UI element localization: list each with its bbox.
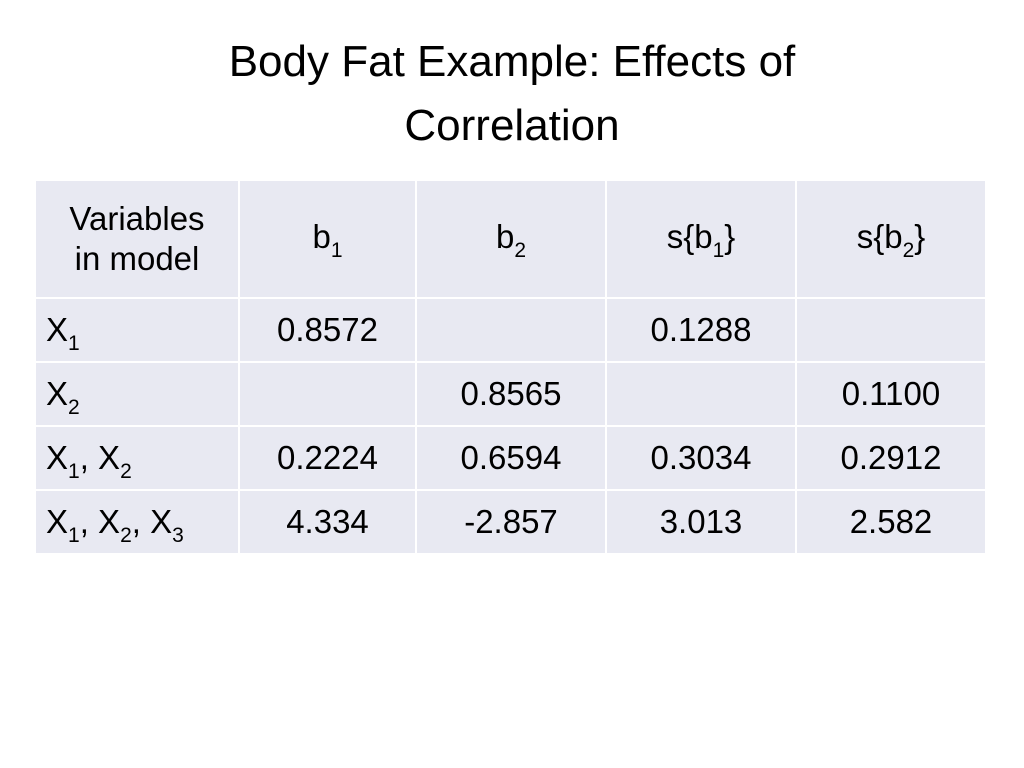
table-row: X1, X2, X3 4.334 -2.857 3.013 2.582 — [34, 489, 987, 555]
slide-title-line-2: Correlation — [404, 101, 620, 150]
variable-subscript: 3 — [172, 524, 184, 547]
cell-b2: 0.8565 — [415, 361, 607, 427]
cell-s-b1 — [605, 361, 797, 427]
variable-subscript: 2 — [120, 524, 132, 547]
header-s-b2-post: } — [914, 217, 926, 255]
variable-subscript: 1 — [68, 460, 80, 483]
cell-b2: -2.857 — [415, 489, 607, 555]
header-s-b2-pre: s{b — [856, 217, 903, 255]
variable-subscript: 2 — [120, 460, 132, 483]
header-s-b2-sub: 2 — [902, 238, 915, 262]
variable-subscript: 2 — [68, 396, 80, 419]
table-row: X1, X2 0.2224 0.6594 0.3034 0.2912 — [34, 425, 987, 491]
cell-s-b1: 3.013 — [605, 489, 797, 555]
header-s-b2: s{b2} — [795, 179, 987, 299]
header-s-b1: s{b1} — [605, 179, 797, 299]
coefficients-table: Variables in model b1 b2 s{b1} s{b2} X1 0… — [34, 179, 987, 555]
header-b2-sub: 2 — [514, 238, 527, 262]
variable-subscript: 1 — [68, 332, 80, 355]
header-s-b1-sub: 1 — [712, 238, 725, 262]
variable-separator: , — [79, 439, 99, 476]
cell-s-b2: 0.1100 — [795, 361, 987, 427]
row-label-cell: X1, X2 — [34, 425, 240, 491]
cell-s-b2 — [795, 297, 987, 363]
table-header-row: Variables in model b1 b2 s{b1} s{b2} — [34, 179, 987, 299]
cell-b1 — [238, 361, 417, 427]
variable-subscript: 1 — [68, 524, 80, 547]
slide-title-line-1: Body Fat Example: Effects of — [228, 37, 796, 86]
header-s-b1-pre: s{b — [666, 217, 713, 255]
variable-separator: , — [79, 503, 99, 540]
header-s-b1-post: } — [724, 217, 736, 255]
row-label-cell: X1 — [34, 297, 240, 363]
variable-name: X — [98, 503, 121, 540]
cell-s-b2: 0.2912 — [795, 425, 987, 491]
variable-name: X — [150, 503, 173, 540]
cell-s-b1: 0.3034 — [605, 425, 797, 491]
header-b1-sub: 1 — [330, 238, 343, 262]
row-label-cell: X2 — [34, 361, 240, 427]
cell-s-b2: 2.582 — [795, 489, 987, 555]
header-variables-in-model: Variables in model — [34, 179, 240, 299]
header-b1-base: b — [312, 217, 331, 255]
table-row: X2 0.8565 0.1100 — [34, 361, 987, 427]
header-b1: b1 — [238, 179, 417, 299]
cell-b1: 0.8572 — [238, 297, 417, 363]
header-variables-line-1: Variables — [69, 200, 205, 237]
header-b2-base: b — [495, 217, 515, 255]
variable-separator: , — [131, 503, 151, 540]
header-b2: b2 — [415, 179, 607, 299]
cell-b1: 4.334 — [238, 489, 417, 555]
variable-name: X — [98, 439, 121, 476]
table-row: X1 0.8572 0.1288 — [34, 297, 987, 363]
table-body: X1 0.8572 0.1288 X2 0.8565 0.1100 X1, X2 0.2224… — [34, 297, 987, 555]
cell-b2 — [415, 297, 607, 363]
variable-name: X — [46, 375, 69, 412]
slide-title: Body Fat Example: Effects of Correlation — [0, 30, 1024, 158]
variable-name: X — [46, 503, 69, 540]
row-label-cell: X1, X2, X3 — [34, 489, 240, 555]
variable-name: X — [46, 439, 69, 476]
cell-s-b1: 0.1288 — [605, 297, 797, 363]
variable-name: X — [46, 311, 69, 348]
cell-b1: 0.2224 — [238, 425, 417, 491]
cell-b2: 0.6594 — [415, 425, 607, 491]
header-variables-line-2: in model — [74, 240, 200, 277]
